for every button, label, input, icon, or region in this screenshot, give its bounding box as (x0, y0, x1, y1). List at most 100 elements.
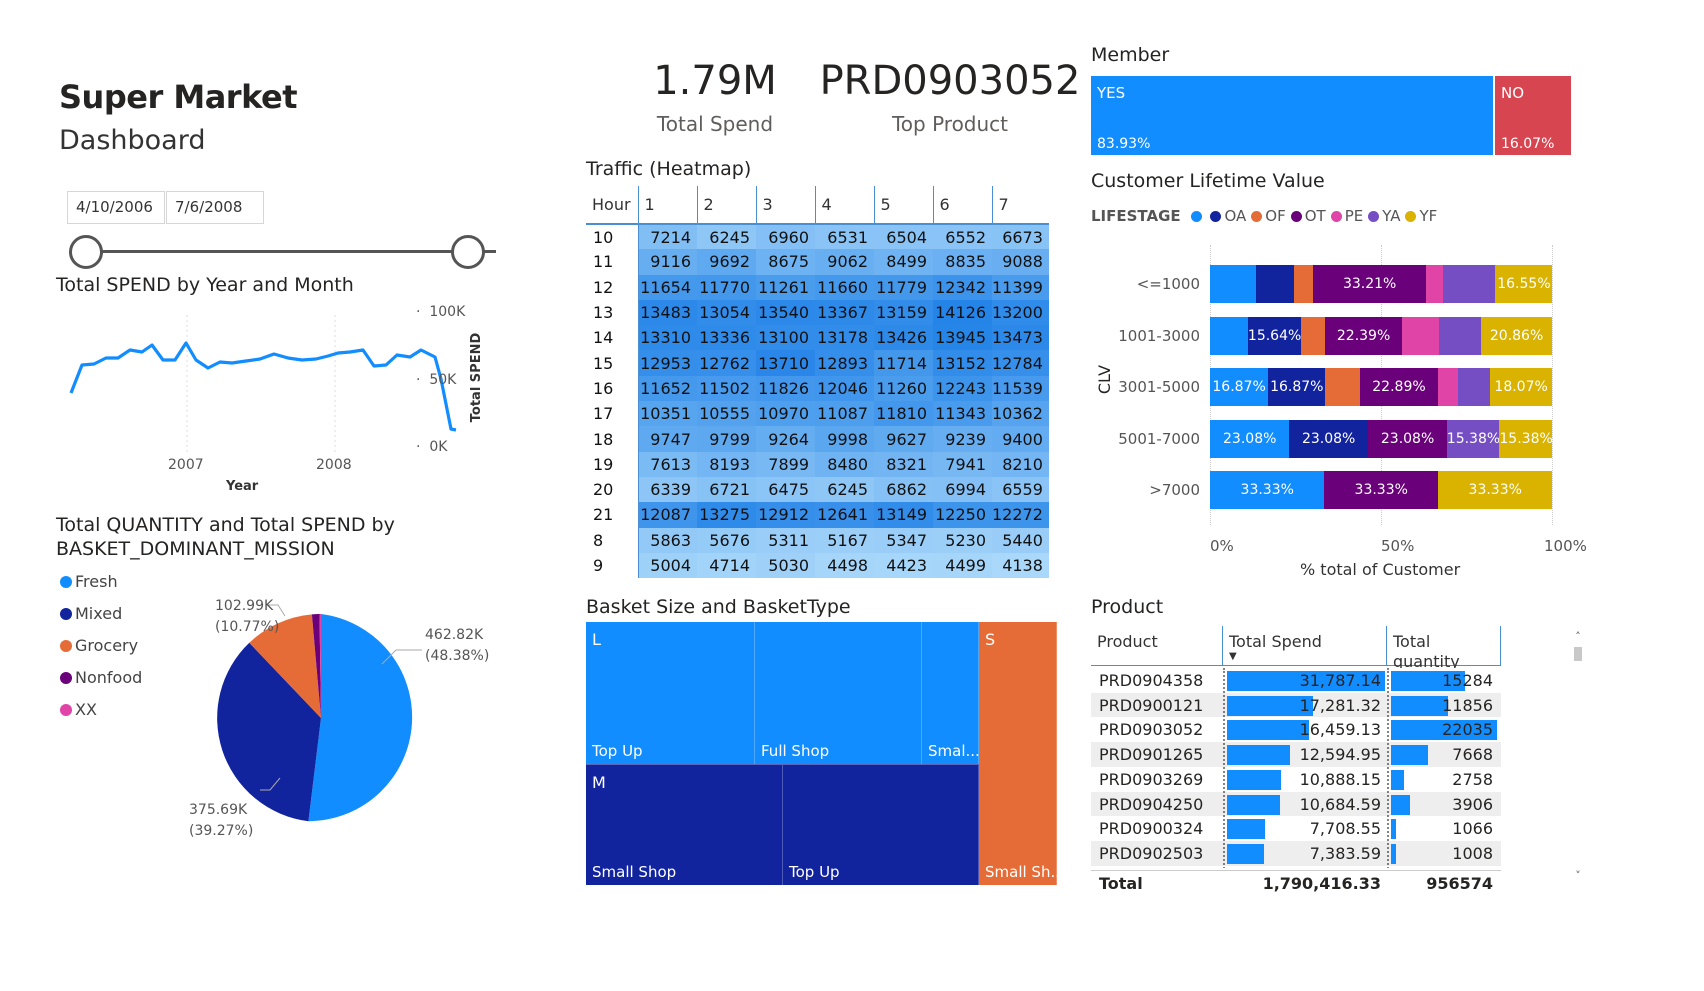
heatmap-cell[interactable]: 13152 (933, 350, 992, 376)
product-table-scrollbar[interactable]: ˄ ˅ (1573, 630, 1583, 882)
clv-bar-segment[interactable]: 15.38% (1446, 419, 1500, 458)
heatmap-cell[interactable]: 13367 (815, 299, 874, 326)
heatmap-header-day[interactable]: 2 (697, 186, 757, 225)
product-table-row[interactable]: PRD0901265 12,594.95 7668 (1091, 742, 1501, 768)
heatmap-cell[interactable]: 13178 (815, 325, 874, 351)
clv-bar-segment[interactable]: 16.87% (1210, 368, 1269, 406)
legend-grocery[interactable]: Grocery (60, 636, 138, 655)
heatmap-cell[interactable]: 6552 (933, 224, 992, 250)
heatmap-cell[interactable]: 12953 (638, 350, 697, 376)
heatmap-cell[interactable]: 8835 (933, 249, 992, 275)
clv-bar-segment[interactable]: 16.87% (1267, 368, 1326, 406)
heatmap-cell[interactable]: 13100 (756, 325, 815, 351)
heatmap-cell[interactable]: 11654 (638, 274, 697, 300)
end-date-input[interactable]: 7/6/2008 (166, 191, 264, 224)
pie-slice-grocery[interactable] (249, 614, 321, 718)
heatmap-cell[interactable]: 6339 (638, 476, 697, 503)
heatmap-cell[interactable]: 9239 (933, 426, 992, 452)
heatmap-cell[interactable]: 9998 (815, 426, 874, 452)
heatmap-cell[interactable]: 13540 (756, 299, 815, 326)
heatmap-cell[interactable]: 8193 (697, 451, 756, 477)
heatmap-cell[interactable]: 11502 (697, 375, 756, 402)
heatmap-header-day[interactable]: 6 (933, 186, 993, 225)
date-slider-track[interactable] (90, 250, 496, 253)
legend-xx[interactable]: XX (60, 700, 97, 719)
clv-bar-segment[interactable]: 23.08% (1367, 419, 1448, 458)
heatmap-cell[interactable]: 11770 (697, 274, 756, 300)
heatmap-cell[interactable]: 6862 (874, 476, 933, 503)
heatmap-cell[interactable]: 11399 (992, 274, 1049, 300)
heatmap-cell[interactable]: 8321 (874, 451, 933, 477)
heatmap-cell[interactable]: 11260 (874, 375, 933, 402)
heatmap-header-day[interactable]: 5 (874, 186, 934, 225)
heatmap-cell[interactable]: 6994 (933, 476, 992, 503)
clv-legend-item[interactable]: YF (1405, 207, 1437, 225)
heatmap-cell[interactable]: 13483 (638, 299, 697, 326)
heatmap-cell[interactable]: 7941 (933, 451, 992, 477)
heatmap-cell[interactable]: 9264 (756, 426, 815, 452)
heatmap-cell[interactable]: 13054 (697, 299, 756, 326)
heatmap-cell[interactable]: 6960 (756, 224, 815, 250)
clv-bar-segment[interactable] (1437, 368, 1459, 406)
clv-bar-segment[interactable] (1458, 368, 1491, 406)
heatmap-cell[interactable]: 5230 (933, 527, 992, 553)
heatmap-cell[interactable]: 4498 (815, 552, 874, 579)
product-table-row[interactable]: PRD0903052 16,459.13 22035 (1091, 717, 1501, 743)
date-slider-end-handle[interactable] (451, 235, 485, 269)
heatmap-cell[interactable]: 8210 (992, 451, 1049, 477)
clv-bar-segment[interactable]: 33.33% (1210, 471, 1325, 509)
heatmap-cell[interactable]: 9062 (815, 249, 874, 275)
product-table-row[interactable]: PRD0900324 7,708.55 1066 (1091, 816, 1501, 842)
heatmap-cell[interactable]: 6504 (874, 224, 933, 250)
heatmap-cell[interactable]: 5440 (992, 527, 1049, 553)
heatmap-cell[interactable]: 12784 (992, 350, 1049, 376)
heatmap-cell[interactable]: 10970 (756, 401, 815, 427)
heatmap-cell[interactable]: 12912 (756, 502, 815, 528)
column-header-total-quantity[interactable]: Total quantity (1387, 626, 1501, 671)
pie-slice-nonfood[interactable] (311, 614, 321, 718)
clv-bar-segment[interactable]: 15.64% (1247, 316, 1302, 355)
clv-bar-segment[interactable] (1256, 265, 1295, 303)
clv-bar-segment[interactable] (1210, 265, 1257, 303)
heatmap-cell[interactable]: 7214 (638, 224, 697, 250)
heatmap-cell[interactable]: 14126 (933, 299, 992, 326)
product-table-row[interactable]: PRD0900121 17,281.32 11856 (1091, 692, 1501, 718)
pie-slice-mixed[interactable] (217, 642, 321, 822)
heatmap-cell[interactable]: 12893 (815, 350, 874, 376)
heatmap-cell[interactable]: 12762 (697, 350, 756, 376)
heatmap-cell[interactable]: 5863 (638, 527, 697, 553)
clv-bar-segment[interactable] (1210, 316, 1249, 355)
heatmap-cell[interactable]: 6721 (697, 476, 756, 503)
heatmap-cell[interactable]: 11539 (992, 375, 1049, 402)
heatmap-cell[interactable]: 12087 (638, 502, 697, 528)
heatmap-cell[interactable]: 13159 (874, 299, 933, 326)
clv-bar-segment[interactable] (1301, 316, 1326, 355)
clv-legend-item[interactable]: PE (1330, 207, 1363, 225)
heatmap-cell[interactable]: 13473 (992, 325, 1049, 351)
clv-bar-segment[interactable] (1426, 265, 1444, 303)
clv-legend-item[interactable]: OT (1290, 207, 1326, 225)
heatmap-cell[interactable]: 6559 (992, 476, 1049, 503)
column-header-total-spend[interactable]: Total Spend ▼ (1223, 626, 1387, 666)
heatmap-cell[interactable]: 8675 (756, 249, 815, 275)
scroll-down-icon[interactable]: ˅ (1575, 869, 1581, 882)
heatmap-cell[interactable]: 5004 (638, 552, 697, 579)
heatmap-cell[interactable]: 13426 (874, 325, 933, 351)
heatmap-header-day[interactable]: 3 (756, 186, 816, 225)
clv-legend-item[interactable]: YA (1368, 207, 1400, 225)
heatmap-cell[interactable]: 11810 (874, 401, 933, 427)
clv-legend-item[interactable]: OA (1210, 207, 1246, 225)
clv-legend-item[interactable]: OF (1251, 207, 1286, 225)
legend-nonfood[interactable]: Nonfood (60, 668, 142, 687)
heatmap-cell[interactable]: 10362 (992, 401, 1049, 427)
clv-bar-segment[interactable]: 18.07% (1489, 368, 1553, 406)
heatmap-cell[interactable]: 8480 (815, 451, 874, 477)
pie-slice-xx[interactable] (319, 613, 322, 718)
start-date-input[interactable]: 4/10/2006 (67, 191, 165, 224)
heatmap-header-day[interactable]: 7 (992, 186, 1049, 225)
heatmap-cell[interactable]: 6245 (815, 476, 874, 503)
clv-bar-segment[interactable] (1439, 316, 1482, 355)
heatmap-cell[interactable]: 6245 (697, 224, 756, 250)
product-table-row[interactable]: PRD0902503 7,383.59 1008 (1091, 840, 1501, 866)
heatmap-cell[interactable]: 12342 (933, 274, 992, 300)
